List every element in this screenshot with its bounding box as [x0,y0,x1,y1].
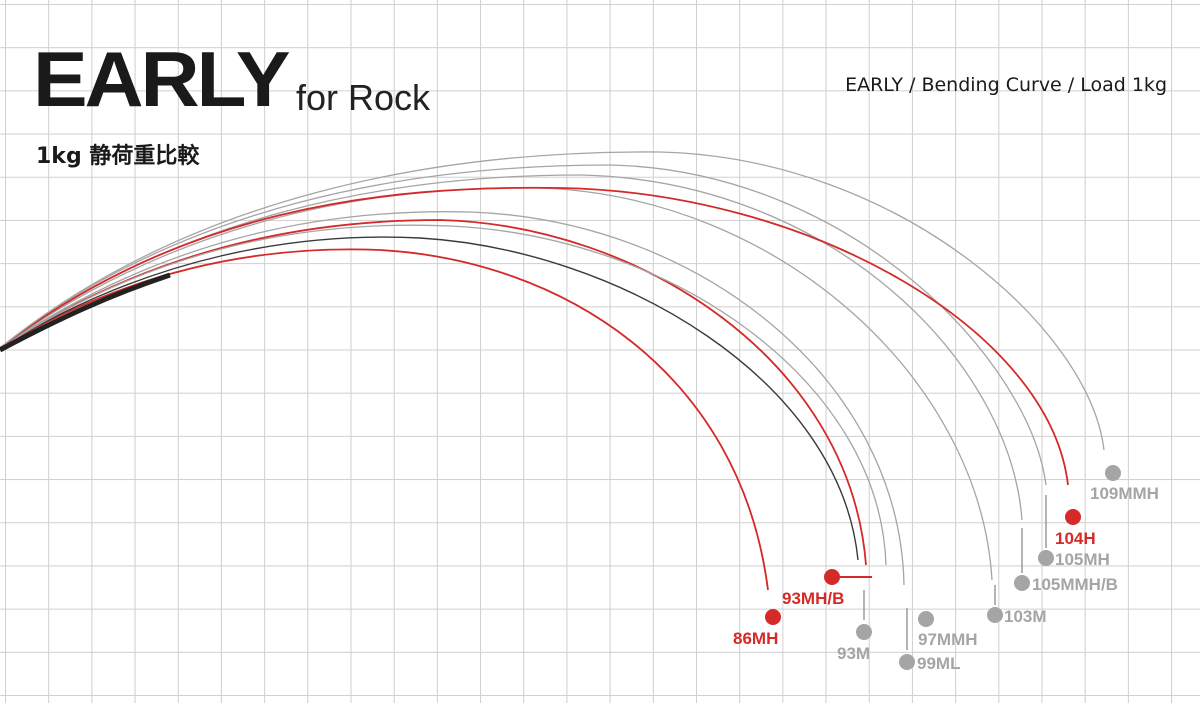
rod-marker-105mmh-b [1014,575,1030,591]
bend-curve-109mmh [0,151,1105,451]
rod-label-104h: 104H [1055,529,1096,548]
rod-butt-section [0,272,171,353]
bend-curve-93mh-b [0,219,867,566]
bend-curve-104h [0,186,1069,486]
rod-label-97mmh: 97MMH [918,630,978,649]
rod-label-86mh: 86MH [733,629,778,648]
rod-label-105mh: 105MH [1055,550,1110,569]
chart-heading: EARLY / Bending Curve / Load 1kg [845,74,1167,96]
rod-marker-93mh-b [824,569,840,585]
rod-marker-93m [856,624,872,640]
bend-curves-layer [0,151,1105,591]
rod-marker-105mh [1038,550,1054,566]
page-subtitle: for Rock [296,77,431,118]
bend-curve-86mh [0,248,769,591]
load-caption: 1kg 静荷重比較 [36,144,200,169]
rod-marker-86mh [765,609,781,625]
rod-marker-103m [987,607,1003,623]
rod-label-93mh-b: 93MH/B [782,589,844,608]
rod-marker-97mmh [918,611,934,627]
bend-curve-105mh [0,164,1047,486]
rod-marker-99ml [899,654,915,670]
bend-curve-103m [0,187,993,581]
bend-curve-93m [0,236,859,561]
bend-curve-99ml [0,224,887,566]
rod-marker-109mmh [1105,465,1121,481]
rod-label-105mmh-b: 105MMH/B [1032,575,1118,594]
rod-markers-layer: 86MH 93MH/B 93M 97MMH 99ML 103M 105MMH/B 105MH 1… [733,465,1159,673]
rod-label-103m: 103M [1004,607,1047,626]
rod-label-99ml: 99ML [917,654,960,673]
rod-marker-104h [1065,509,1081,525]
rod-label-109mmh: 109MMH [1090,484,1159,503]
rod-label-93m: 93M [837,644,870,663]
page-title: EARLY [33,35,290,123]
bend-curve-97mmh [0,211,905,586]
